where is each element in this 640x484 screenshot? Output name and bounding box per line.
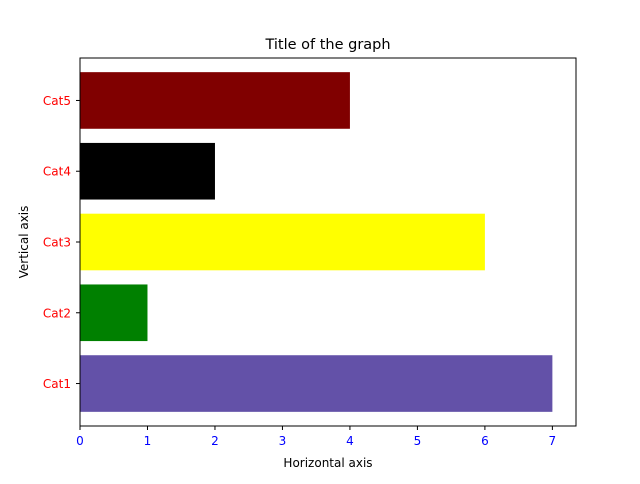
- x-tick-label: 4: [346, 434, 354, 448]
- bar-cat4: [80, 142, 215, 200]
- x-tick-label: 6: [481, 434, 489, 448]
- x-tick-label: 0: [76, 434, 84, 448]
- bars-layer: [80, 72, 553, 412]
- bar-cat5: [80, 72, 350, 129]
- x-tick-label: 7: [549, 434, 557, 448]
- axes-layer: 0 1 2 3 4 5 6 7 Cat1 Cat2 Cat3 Cat4 Cat5: [43, 57, 577, 448]
- y-axis-label: Vertical axis: [17, 206, 31, 279]
- chart-title: Title of the graph: [264, 37, 390, 53]
- bar-cat3: [80, 213, 485, 271]
- x-tick-label: 2: [211, 434, 219, 448]
- y-tick-label: Cat5: [43, 94, 71, 108]
- y-tick-label: Cat1: [43, 377, 71, 391]
- x-axis-label: Horizontal axis: [283, 456, 372, 470]
- x-tick-label: 3: [279, 434, 287, 448]
- y-tick-label: Cat3: [43, 236, 71, 250]
- y-tick-label: Cat4: [43, 165, 71, 179]
- x-tick-label: 1: [144, 434, 152, 448]
- bar-cat1: [80, 355, 553, 412]
- bar-cat2: [80, 284, 148, 342]
- x-tick-label: 5: [414, 434, 422, 448]
- y-tick-label: Cat2: [43, 306, 71, 320]
